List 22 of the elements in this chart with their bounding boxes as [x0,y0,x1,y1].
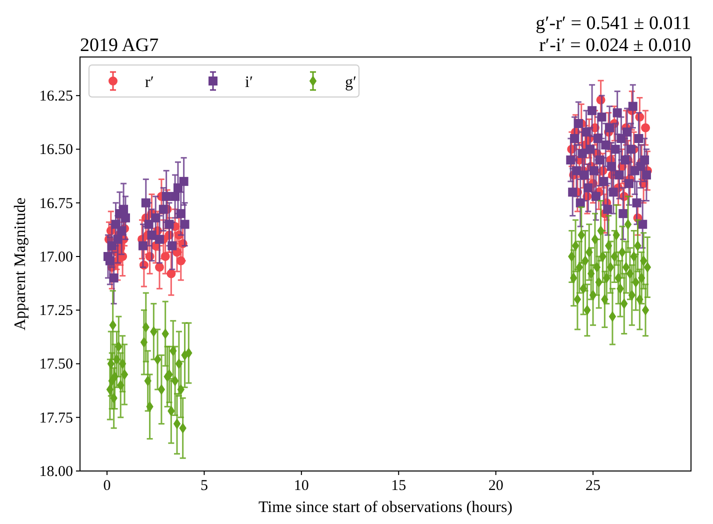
y-axis-title: Apparent Magnitude [12,198,29,330]
legend-label: i′ [245,74,253,91]
legend-label: g′ [345,74,356,91]
x-tick-label: 10 [294,478,309,494]
y-tick-label: 17.00 [39,249,73,266]
legend-label: r′ [145,74,154,91]
x-tick-label: 15 [391,478,406,494]
y-tick-label: 18.00 [39,464,73,480]
x-tick-label: 5 [200,478,208,494]
x-axis-title: Time since start of observations (hours) [258,499,513,516]
chart-title: 2019 AG7 [80,35,159,56]
text: r′-i′ = 0.024 ± 0.010 [539,35,691,56]
x-tick-label: 25 [586,478,601,494]
x-tick-label: 0 [103,478,111,494]
text: g′-r′ = 0.541 ± 0.011 [536,13,691,34]
x-tick-label: 20 [488,478,504,494]
y-tick-label: 16.50 [39,142,73,158]
y-tick-label: 16.25 [39,88,73,105]
y-tick-label: 17.75 [39,410,73,426]
y-tick-label: 16.75 [39,196,73,212]
y-tick-label: 17.25 [39,303,73,320]
y-tick-label: 17.50 [39,356,73,373]
